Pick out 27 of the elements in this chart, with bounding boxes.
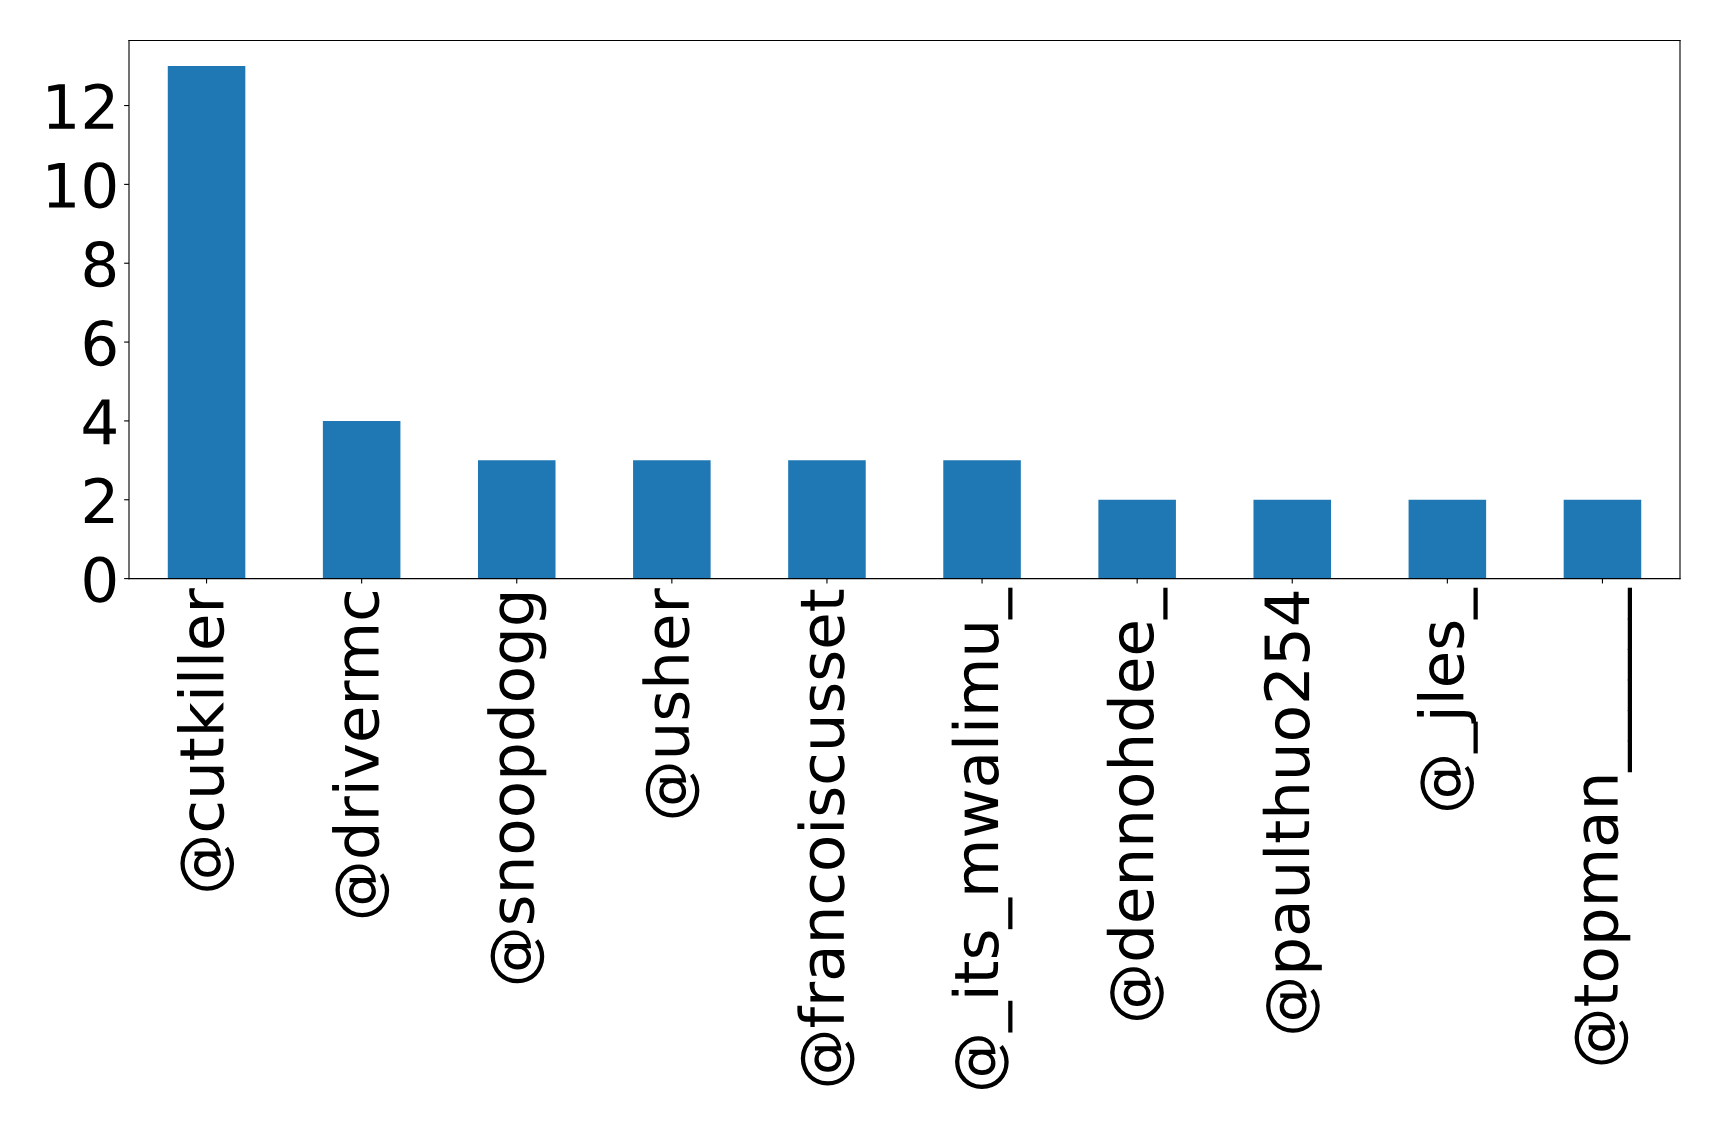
- x-tick-label: @snoopdogg: [487, 593, 547, 984]
- y-tick-label: 2: [84, 477, 114, 523]
- bar: [633, 460, 711, 579]
- bar: [167, 66, 246, 579]
- x-tick-label: @drivermc: [332, 592, 390, 918]
- y-tick-label: 12: [48, 83, 114, 129]
- y-tick-label: 6: [84, 319, 116, 367]
- bar: [943, 460, 1021, 579]
- y-tick-label: 4: [83, 399, 116, 445]
- x-tick-label: @_jles_: [1416, 587, 1478, 810]
- x-tick-label: @topman______: [1574, 587, 1633, 1065]
- bar: [477, 460, 556, 579]
- bar: [1098, 499, 1176, 579]
- x-tick-label: @francoiscusset: [797, 589, 855, 1086]
- x-tick-label: @dennohdee_: [1106, 587, 1168, 1020]
- x-tick-label: @usher: [642, 588, 700, 818]
- bar: [1563, 499, 1642, 579]
- bar: [788, 460, 866, 579]
- y-tick-label: 10: [48, 162, 116, 209]
- x-tick-label: @cutkiller: [176, 588, 235, 891]
- y-tick-label: 8: [84, 241, 116, 288]
- x-tick-label: @paulthuo254: [1262, 591, 1322, 1033]
- bar: [322, 420, 401, 579]
- y-tick-label: 0: [84, 556, 116, 603]
- x-tick-label: @_its_mwalimu_: [951, 587, 1013, 1089]
- bar: [1408, 499, 1487, 579]
- bar: [1253, 499, 1332, 579]
